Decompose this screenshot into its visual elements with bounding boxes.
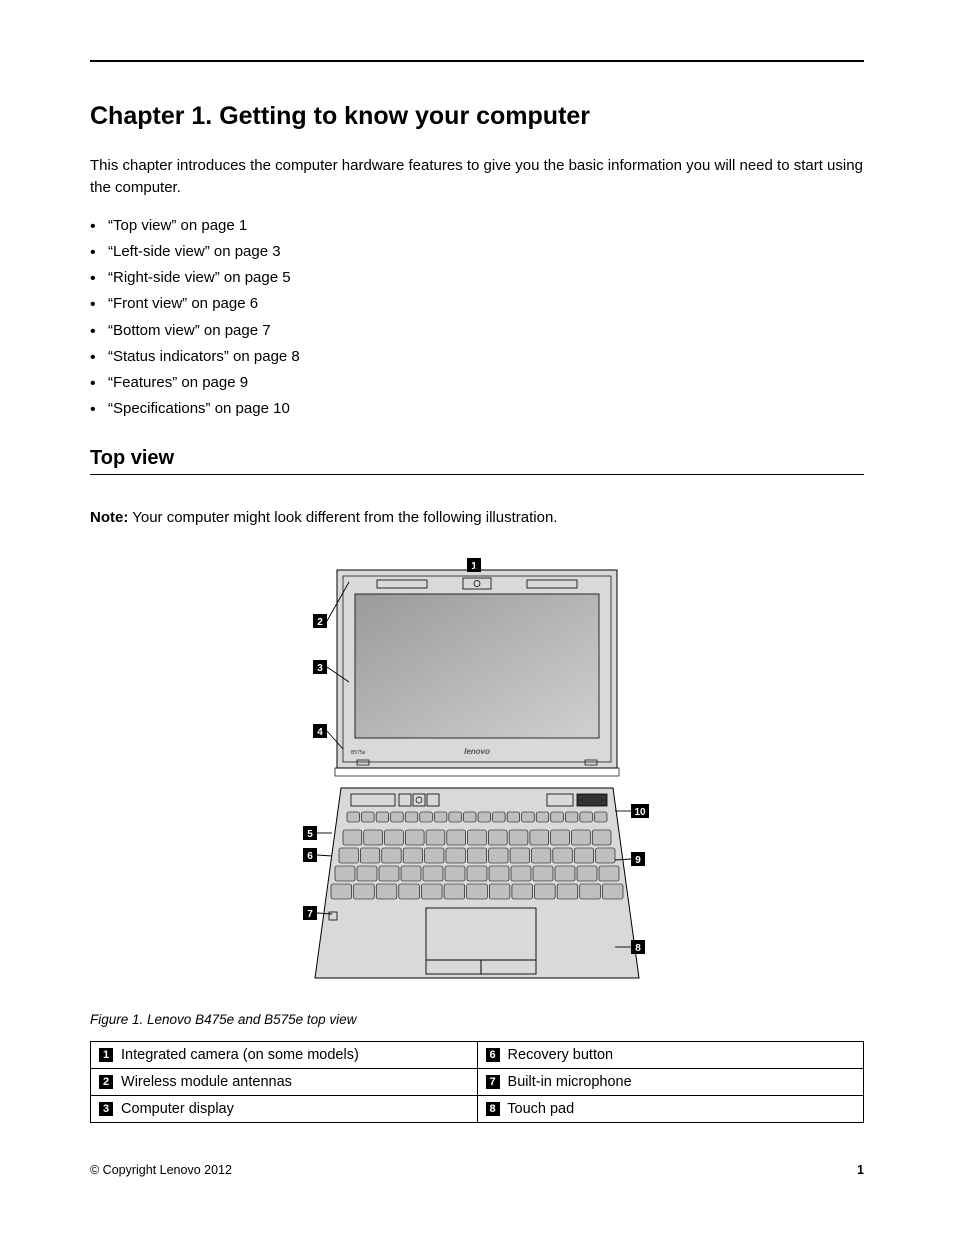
callout-number-icon: 1 [99, 1048, 113, 1062]
laptop-top-view-diagram: lenovoB575e12345671098 [277, 552, 677, 992]
callout-number-icon: 2 [99, 1075, 113, 1089]
callout-number-icon: 3 [99, 1102, 113, 1116]
section-heading: Top view [90, 447, 864, 475]
svg-text:2: 2 [317, 617, 323, 628]
toc-item: “Top view” on page 1 [108, 213, 864, 239]
svg-text:10: 10 [634, 807, 646, 818]
note-paragraph: Note: Your computer might look different… [90, 509, 864, 526]
callout-number-icon: 6 [486, 1048, 500, 1062]
toc-item: “Specifications” on page 10 [108, 396, 864, 422]
toc-item: “Front view” on page 6 [108, 291, 864, 317]
top-rule [90, 60, 864, 62]
callout-number-icon: 8 [486, 1102, 500, 1116]
figure-container: lenovoB575e12345671098 [90, 552, 864, 992]
svg-text:8: 8 [635, 943, 641, 954]
table-row: 2 Wireless module antennas7 Built-in mic… [91, 1068, 864, 1095]
svg-text:9: 9 [635, 855, 641, 866]
callout-number-icon: 7 [486, 1075, 500, 1089]
note-text: Your computer might look different from … [132, 509, 557, 526]
table-row: 1 Integrated camera (on some models)6 Re… [91, 1041, 864, 1068]
svg-text:lenovo: lenovo [464, 747, 490, 756]
toc-item: “Left-side view” on page 3 [108, 239, 864, 265]
svg-text:7: 7 [307, 909, 313, 920]
callout-table: 1 Integrated camera (on some models)6 Re… [90, 1041, 864, 1123]
toc-list: “Top view” on page 1“Left-side view” on … [90, 213, 864, 423]
chapter-title: Chapter 1. Getting to know your computer [90, 102, 864, 131]
svg-text:6: 6 [307, 851, 313, 862]
page-number: 1 [857, 1163, 864, 1177]
table-row: 3 Computer display8 Touch pad [91, 1095, 864, 1122]
note-label: Note: [90, 509, 128, 526]
figure-caption: Figure 1. Lenovo B475e and B575e top vie… [90, 1012, 864, 1027]
toc-item: “Right-side view” on page 5 [108, 265, 864, 291]
page-footer: © Copyright Lenovo 2012 1 [90, 1163, 864, 1177]
svg-text:4: 4 [317, 727, 323, 738]
copyright-text: © Copyright Lenovo 2012 [90, 1163, 232, 1177]
svg-text:B575e: B575e [351, 750, 366, 756]
callout-table-body: 1 Integrated camera (on some models)6 Re… [91, 1041, 864, 1122]
toc-item: “Bottom view” on page 7 [108, 318, 864, 344]
toc-item: “Status indicators” on page 8 [108, 344, 864, 370]
intro-paragraph: This chapter introduces the computer har… [90, 155, 864, 199]
svg-text:3: 3 [317, 663, 323, 674]
toc-item: “Features” on page 9 [108, 370, 864, 396]
svg-text:5: 5 [307, 829, 313, 840]
